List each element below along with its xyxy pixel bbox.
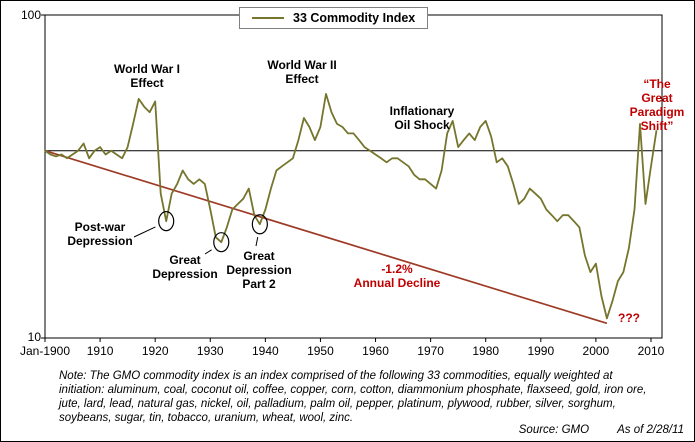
annotation-annual-decline: -1.2% Annual Decline — [353, 262, 441, 291]
legend-line-swatch — [252, 17, 284, 19]
annotation-ww2-effect: World War II Effect — [267, 58, 337, 87]
commodity-index-line — [44, 93, 658, 320]
x-tick-label: 1930 — [196, 344, 224, 358]
highlight-circle — [213, 232, 230, 253]
annotation-oil-shock: Inflationary Oil Shock — [389, 104, 455, 133]
x-tick-label: 1940 — [251, 344, 279, 358]
source-label: Source: GMO — [518, 424, 590, 436]
annotation-postwar-depression: Post-war Depression — [67, 220, 133, 249]
annotation-question-marks: ??? — [618, 311, 640, 325]
trend-line — [44, 149, 608, 325]
source-line: Source: GMO As of 2/28/11 — [519, 424, 684, 436]
highlight-circle — [158, 211, 175, 232]
annotation-paradigm-shift: “The Great Paradigm Shift” — [629, 77, 685, 134]
legend: 33 Commodity Index — [239, 7, 429, 29]
annotation-great-depression-2: Great Depression Part 2 — [226, 249, 292, 292]
x-tick-label: 1980 — [472, 344, 500, 358]
x-tick-label: 1910 — [86, 344, 114, 358]
x-tick-label: 1950 — [307, 344, 334, 358]
y-tick-label-10: 10 — [27, 330, 41, 344]
footnote: Note: The GMO commodity index is an inde… — [59, 370, 647, 425]
annotation-connector — [204, 249, 212, 255]
x-tick-label: 1990 — [527, 344, 555, 358]
y-tick-label-100: 100 — [20, 8, 41, 22]
x-tick-label: 2000 — [582, 344, 610, 358]
highlight-circle — [251, 214, 268, 235]
x-tick-label: 2010 — [637, 344, 665, 358]
as-of-date: As of 2/28/11 — [617, 424, 684, 436]
x-tick-label: 1920 — [141, 344, 169, 358]
x-axis-labels: Jan-1900 1910 1920 1930 1940 1950 1960 1970 1980… — [1, 344, 694, 360]
x-tick-label: Jan-1900 — [19, 344, 71, 358]
annotation-ww1-effect: World War I Effect — [114, 62, 180, 91]
legend-label: 33 Commodity Index — [293, 11, 416, 25]
annotation-connector — [255, 236, 259, 247]
annotation-great-depression: Great Depression — [152, 253, 218, 282]
annotation-connector — [133, 226, 156, 238]
x-tick-label: 1960 — [362, 344, 389, 358]
x-tick-label: 1970 — [417, 344, 444, 358]
